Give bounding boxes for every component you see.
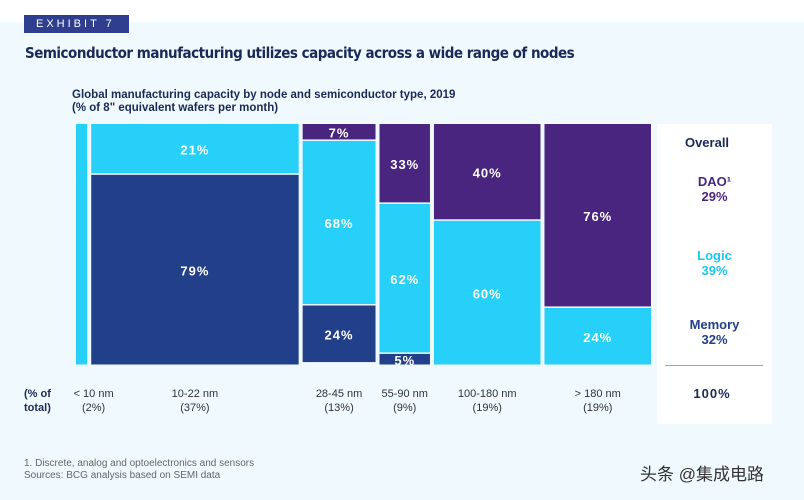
data-label-3-memory: 5% bbox=[394, 353, 415, 368]
bar-segment-1-memory bbox=[91, 174, 299, 365]
chart-title-line1: Global manufacturing capacity by node an… bbox=[72, 89, 456, 101]
overall-total: 100% bbox=[693, 386, 731, 401]
overall-memory-value: 32% bbox=[701, 332, 728, 347]
axis-share-2: (13%) bbox=[324, 402, 354, 414]
overall-memory-name: Memory bbox=[689, 317, 740, 332]
data-label-4-dao: 40% bbox=[473, 165, 502, 180]
axis-node-5: > 180 nm bbox=[574, 388, 621, 400]
axis-share-5: (19%) bbox=[583, 402, 613, 414]
axis-label-0: < 10 nm (2%) bbox=[49, 387, 139, 415]
data-label-1-logic: 21% bbox=[180, 142, 209, 157]
footnote-line2: Sources: BCG analysis based on SEMI data bbox=[24, 470, 221, 481]
bar-segment-3-memory bbox=[379, 353, 430, 365]
axis-share-3: (9%) bbox=[393, 402, 417, 414]
data-label-5-dao: 76% bbox=[583, 209, 612, 224]
overall-divider bbox=[665, 365, 763, 366]
axis-node-0: < 10 nm bbox=[73, 388, 114, 400]
overall-dao: DAO¹ 29% bbox=[657, 174, 772, 204]
data-label-5-logic: 24% bbox=[583, 330, 612, 345]
axis-label-1: 10-22 nm (37%) bbox=[150, 387, 240, 415]
axis-label-3: 55-90 nm (9%) bbox=[360, 387, 450, 415]
bar-segment-3-logic bbox=[379, 203, 430, 353]
axis-share-1: (37%) bbox=[180, 402, 210, 414]
axis-node-3: 55-90 nm bbox=[381, 388, 428, 400]
bar-segment-0-logic bbox=[76, 124, 88, 365]
overall-heading: Overall bbox=[684, 135, 730, 150]
axis-label-2: 28-45 nm (13%) bbox=[294, 387, 384, 415]
overall-logic: Logic 39% bbox=[657, 248, 772, 278]
axis-share-4: (19%) bbox=[472, 402, 502, 414]
watermark: 头条 @集成电路 bbox=[640, 465, 764, 484]
bar-segment-2-logic bbox=[302, 140, 376, 304]
bar-segment-2-dao bbox=[302, 124, 376, 140]
axis-label-4: 100-180 nm (19%) bbox=[442, 387, 532, 415]
axis-prefix: (% of total) bbox=[24, 387, 51, 415]
data-label-3-dao: 33% bbox=[390, 157, 419, 172]
bar-segment-2-memory bbox=[302, 305, 376, 363]
data-label-3-logic: 62% bbox=[390, 272, 419, 287]
overall-panel: Overall DAO¹ 29% Logic 39% Memory 32% 10… bbox=[657, 124, 772, 424]
overall-logic-value: 39% bbox=[701, 263, 728, 278]
axis-share-0: (2%) bbox=[81, 402, 106, 414]
bar-segment-1-logic bbox=[91, 124, 299, 174]
overall-memory: Memory 32% bbox=[657, 317, 772, 347]
data-label-2-dao: 7% bbox=[329, 125, 350, 140]
axis-node-1: 10-22 nm bbox=[171, 388, 219, 400]
bar-segment-3-dao bbox=[379, 124, 430, 203]
axis-label-5: > 180 nm (19%) bbox=[553, 387, 643, 415]
bar-segment-5-dao bbox=[544, 124, 651, 307]
axis-prefix-line2: total) bbox=[24, 402, 51, 414]
data-label-2-logic: 68% bbox=[325, 216, 354, 231]
bar-segment-4-logic bbox=[433, 220, 541, 365]
axis-prefix-line1: (% of bbox=[24, 388, 51, 400]
data-label-1-memory: 79% bbox=[180, 263, 209, 278]
data-label-4-logic: 60% bbox=[473, 286, 502, 301]
overall-dao-name: DAO¹ bbox=[697, 174, 732, 189]
bar-segment-4-dao bbox=[433, 124, 541, 220]
exhibit-badge: EXHIBIT 7 bbox=[24, 15, 129, 33]
overall-dao-value: 29% bbox=[701, 189, 728, 204]
chart-title: Global manufacturing capacity by node an… bbox=[72, 89, 455, 115]
footnote-line1: 1. Discrete, analog and optoelectronics … bbox=[24, 458, 255, 469]
axis-node-4: 100-180 nm bbox=[457, 388, 517, 400]
overall-logic-name: Logic bbox=[697, 248, 732, 263]
chart-title-line2: (% of 8" equivalent wafers per month) bbox=[72, 102, 279, 114]
bar-segment-5-logic bbox=[544, 307, 651, 365]
data-label-2-memory: 24% bbox=[325, 328, 354, 343]
top-strip bbox=[0, 0, 804, 22]
axis-node-2: 28-45 nm bbox=[315, 388, 363, 400]
footnote: 1. Discrete, analog and optoelectronics … bbox=[24, 458, 254, 482]
page-title: Semiconductor manufacturing utilizes cap… bbox=[25, 44, 575, 62]
